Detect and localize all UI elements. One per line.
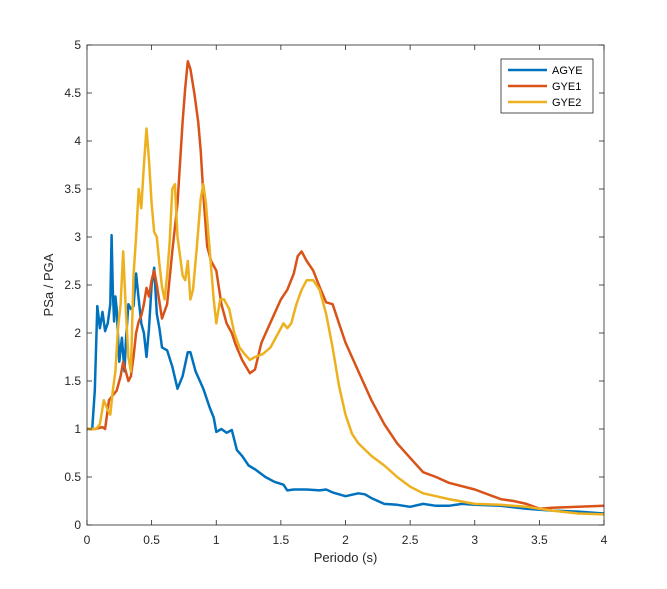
legend-label: AGYE: [552, 65, 583, 77]
x-tick-label: 2.5: [402, 533, 419, 547]
y-tick-label: 2.5: [64, 278, 81, 292]
series-line-gye2: [87, 127, 604, 516]
y-tick-label: 1: [74, 422, 81, 436]
x-axis-title: Periodo (s): [314, 550, 378, 565]
y-axis: 0 0.5 1 1.5 2 2.5 3 3.5 4 4.5 5: [64, 38, 604, 532]
x-tick-label: 3.5: [531, 533, 548, 547]
x-tick-label: 0.5: [143, 533, 160, 547]
series-line-agye: [87, 233, 604, 515]
legend-label: GYE1: [552, 81, 581, 93]
legend: AGYE GYE1 GYE2: [500, 58, 594, 114]
legend-label: GYE2: [552, 97, 581, 109]
y-tick-label: 4: [74, 134, 81, 148]
y-tick-label: 4.5: [64, 86, 81, 100]
y-tick-label: 3: [74, 230, 81, 244]
y-tick-label: 1.5: [64, 374, 81, 388]
y-tick-label: 0: [74, 518, 81, 532]
x-tick-label: 1.5: [273, 533, 290, 547]
y-tick-label: 3.5: [64, 182, 81, 196]
y-tick-label: 0.5: [64, 470, 81, 484]
x-tick-label: 3: [471, 533, 478, 547]
y-axis-title: PSa / PGA: [41, 253, 56, 316]
series-layer: [87, 60, 604, 516]
plot-area: [87, 45, 604, 525]
x-tick-label: 0: [84, 533, 91, 547]
x-axis: 0 0.5 1 1.5 2 2.5 3 3.5 4: [84, 45, 608, 547]
x-tick-label: 1: [213, 533, 220, 547]
y-tick-label: 2: [74, 326, 81, 340]
series-line-gye1: [87, 60, 604, 510]
x-tick-label: 2: [342, 533, 349, 547]
y-tick-label: 5: [74, 38, 81, 52]
x-tick-label: 4: [601, 533, 608, 547]
